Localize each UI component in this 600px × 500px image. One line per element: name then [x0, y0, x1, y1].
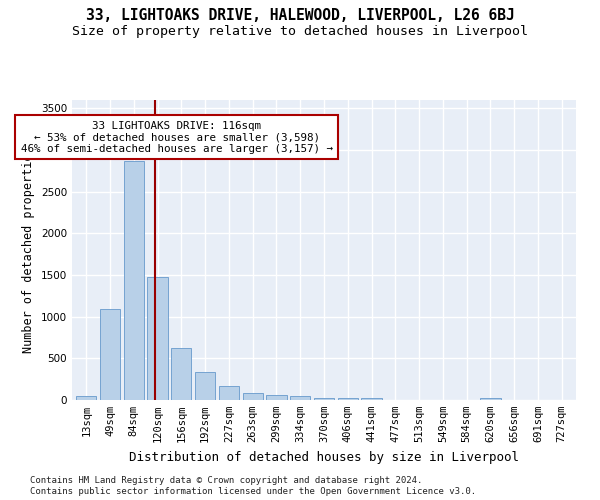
Bar [481, 398, 500, 400]
Bar [219, 386, 239, 400]
Bar [338, 398, 358, 400]
Bar [266, 395, 287, 400]
Bar [148, 276, 167, 400]
Bar [124, 161, 144, 400]
Text: 33, LIGHTOAKS DRIVE, HALEWOOD, LIVERPOOL, L26 6BJ: 33, LIGHTOAKS DRIVE, HALEWOOD, LIVERPOOL… [86, 8, 514, 22]
Bar [361, 398, 382, 400]
X-axis label: Distribution of detached houses by size in Liverpool: Distribution of detached houses by size … [129, 450, 519, 464]
Text: Contains public sector information licensed under the Open Government Licence v3: Contains public sector information licen… [30, 487, 476, 496]
Text: 33 LIGHTOAKS DRIVE: 116sqm
← 53% of detached houses are smaller (3,598)
46% of s: 33 LIGHTOAKS DRIVE: 116sqm ← 53% of deta… [20, 121, 332, 154]
Bar [171, 348, 191, 400]
Bar [76, 396, 97, 400]
Bar [242, 392, 263, 400]
Y-axis label: Number of detached properties: Number of detached properties [22, 146, 35, 354]
Bar [290, 396, 310, 400]
Bar [100, 309, 120, 400]
Bar [195, 372, 215, 400]
Bar [314, 398, 334, 400]
Text: Size of property relative to detached houses in Liverpool: Size of property relative to detached ho… [72, 25, 528, 38]
Text: Contains HM Land Registry data © Crown copyright and database right 2024.: Contains HM Land Registry data © Crown c… [30, 476, 422, 485]
